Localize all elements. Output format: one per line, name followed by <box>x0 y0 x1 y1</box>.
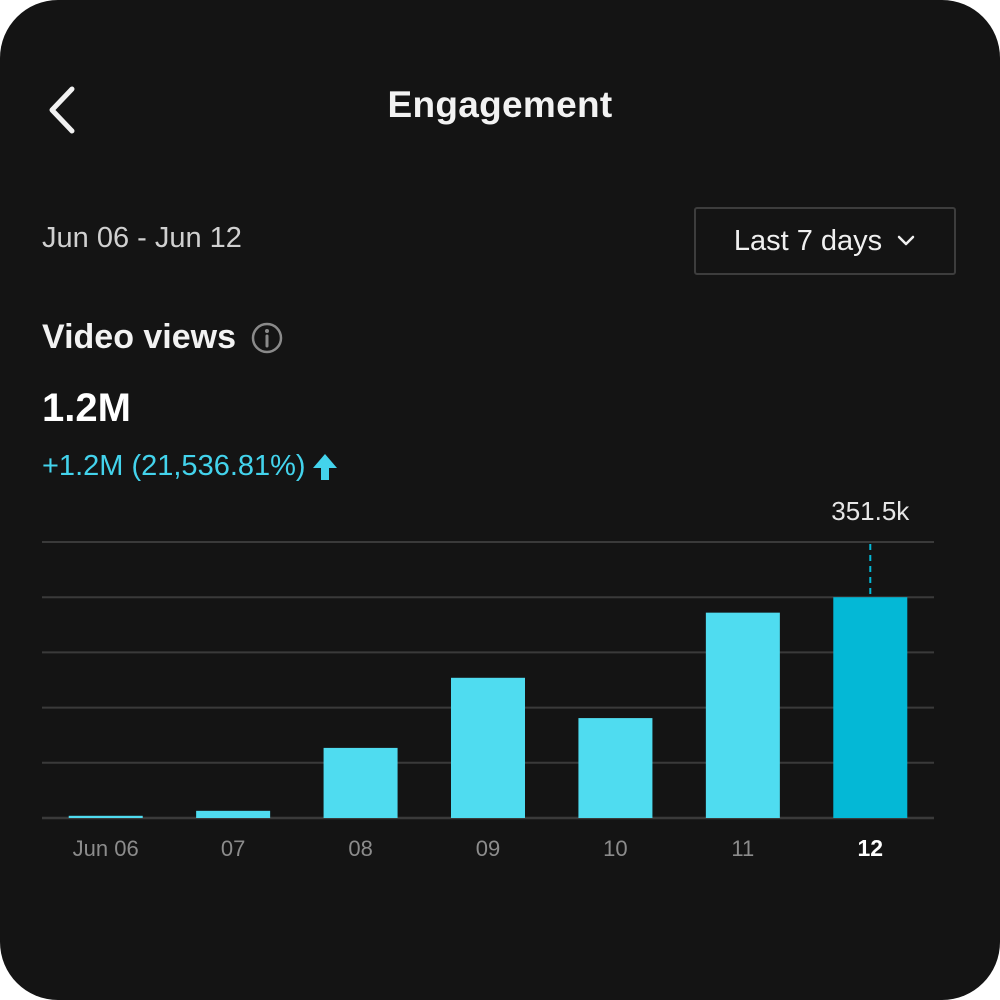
arrow-up-icon <box>312 453 337 480</box>
chart-bars <box>68 597 908 818</box>
video-views-bar-chart: Jun 06 07 08 09 10 11 12 351.5k <box>42 496 934 861</box>
metric-change: +1.2M (21,536.81%) <box>42 450 338 483</box>
chart-bar-6[interactable] <box>705 612 780 818</box>
back-button[interactable] <box>34 80 90 140</box>
chart-x-label: 09 <box>476 836 500 861</box>
period-dropdown[interactable]: Last 7 days <box>694 207 956 275</box>
metric-value: 1.2M <box>42 386 131 430</box>
chevron-down-icon <box>897 235 915 246</box>
metric-label: Video views <box>42 318 237 356</box>
chart-x-label: 12 <box>857 835 883 861</box>
date-range-label: Jun 06 - Jun 12 <box>42 222 242 254</box>
chart-x-label: 11 <box>731 836 754 861</box>
metric-change-text: +1.2M (21,536.81%) <box>42 450 306 482</box>
chart-bar-4[interactable] <box>451 677 525 818</box>
chart-bar-7[interactable] <box>833 597 908 818</box>
chart-bar-1[interactable] <box>68 815 143 818</box>
chart-x-label: 08 <box>348 836 372 861</box>
chart-x-label: 10 <box>603 836 627 861</box>
chart-bar-2[interactable] <box>196 810 271 818</box>
info-icon[interactable] <box>250 321 284 355</box>
chart-x-label: 07 <box>221 836 245 861</box>
chart-bar-5[interactable] <box>578 718 653 818</box>
metric-header: Video views <box>42 318 284 357</box>
period-dropdown-label: Last 7 days <box>733 224 883 257</box>
chevron-left-icon <box>49 86 75 134</box>
chart-tooltip: 351.5k <box>831 496 910 598</box>
chart-tooltip-value: 351.5k <box>831 496 910 526</box>
chart-x-labels: Jun 06 07 08 09 10 11 12 <box>73 835 883 861</box>
chart-x-label: Jun 06 <box>73 836 139 861</box>
page-title: Engagement <box>387 84 613 125</box>
chart-bar-3[interactable] <box>323 747 398 818</box>
